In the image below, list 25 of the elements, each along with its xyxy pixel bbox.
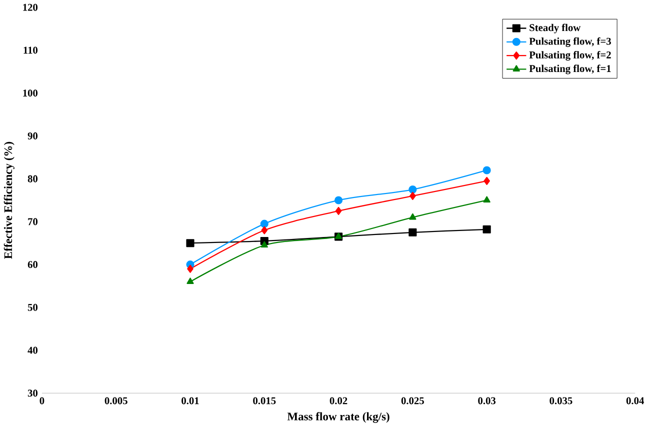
y-tick-label: 50 xyxy=(28,304,38,312)
x-tick-label: 0.01 xyxy=(182,397,199,404)
x-tick-label: 0.005 xyxy=(104,397,128,404)
x-tick-label: 0.02 xyxy=(330,397,348,404)
y-tick-label: 90 xyxy=(28,132,38,140)
y-tick-label: 100 xyxy=(23,90,38,97)
x-tick-label: 0.03 xyxy=(478,397,496,404)
x-tick-label: 0.04 xyxy=(626,397,644,404)
y-tick-label: 120 xyxy=(23,4,38,12)
y-tick-label: 80 xyxy=(28,175,38,182)
legend-label: Pulsating flow, f=2 xyxy=(529,51,611,61)
x-tick-label: 0.035 xyxy=(550,397,572,404)
x-tick-label: 0.025 xyxy=(401,397,424,404)
y-tick-label: 110 xyxy=(24,46,38,54)
x-tick-label: 0 xyxy=(40,397,44,404)
x-axis-title: Mass flow rate (kg/s) xyxy=(287,412,390,423)
x-tick-label: 0.015 xyxy=(253,397,276,404)
legend-label: Pulsating flow, f=3 xyxy=(529,38,611,48)
legend-label: Pulsating flow, f=1 xyxy=(529,64,611,74)
y-tick-label: 70 xyxy=(28,218,38,226)
y-axis-title: Effective Efficiency (%) xyxy=(4,142,14,260)
y-tick-label: 40 xyxy=(28,346,38,354)
y-tick-label: 60 xyxy=(28,261,38,268)
legend-label: Steady flow xyxy=(530,24,581,34)
y-tick-label: 30 xyxy=(28,390,38,397)
